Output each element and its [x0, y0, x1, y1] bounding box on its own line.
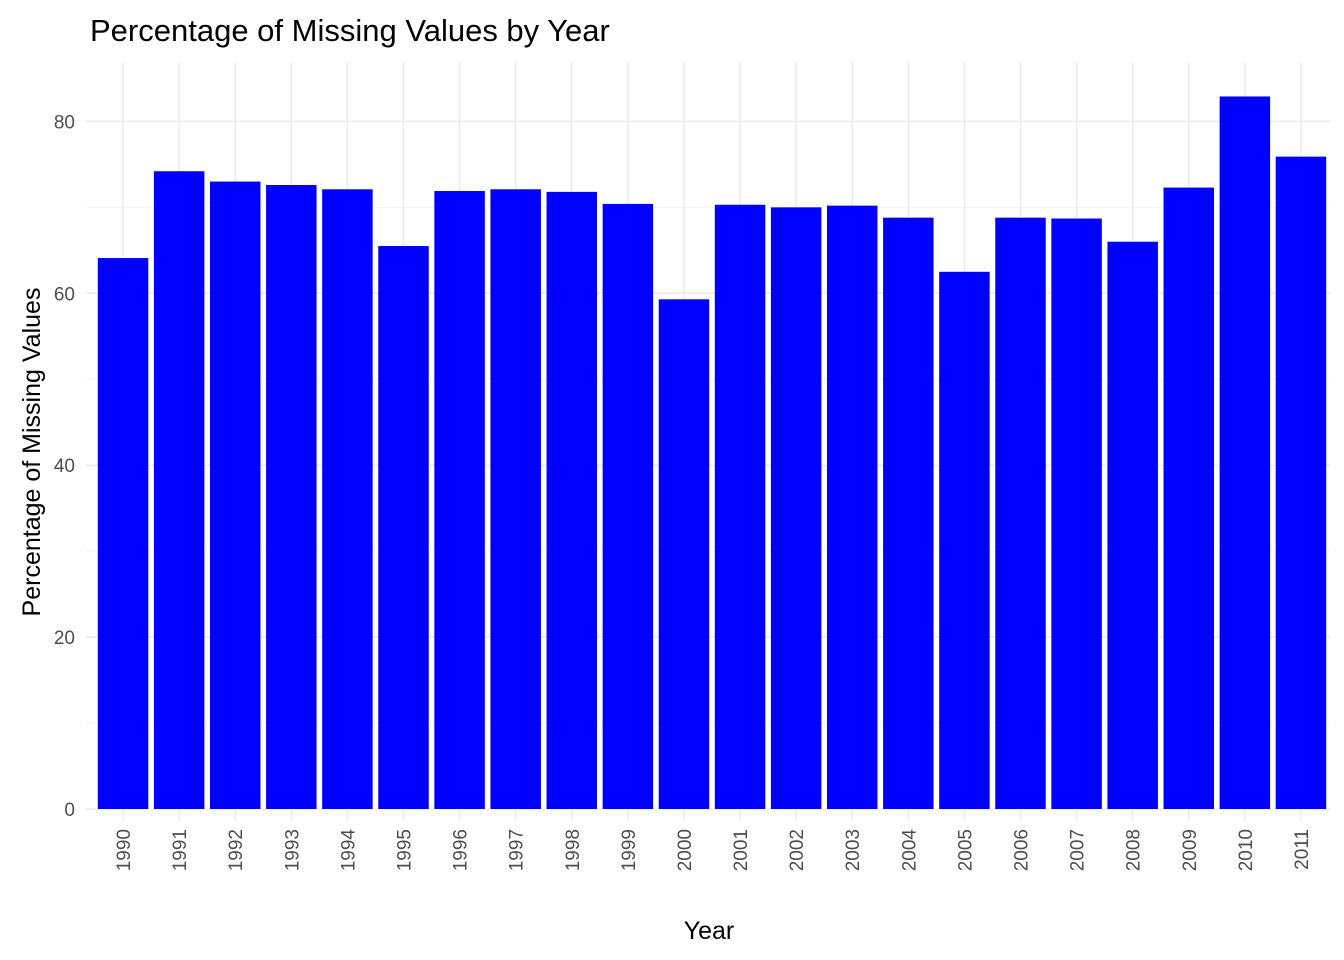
x-tick-label: 1990 — [114, 829, 135, 871]
x-tick-label: 2000 — [675, 829, 696, 871]
x-tick-label: 1999 — [619, 829, 640, 871]
bar-1993 — [266, 185, 317, 810]
x-tick-label: 1996 — [451, 829, 472, 871]
x-tick-label: 2008 — [1124, 829, 1145, 871]
x-tick-label: 2003 — [843, 829, 864, 871]
chart-title: Percentage of Missing Values by Year — [90, 13, 610, 48]
bar-2004 — [883, 217, 934, 809]
x-tick-label: 2005 — [955, 829, 976, 871]
bar-1995 — [378, 246, 429, 810]
x-tick-label: 2004 — [899, 829, 920, 872]
y-axis-ticks: 0 20 40 60 80 — [54, 112, 75, 821]
x-tick-label: 2002 — [787, 829, 808, 871]
y-tick-label: 20 — [54, 628, 75, 649]
y-tick-label: 60 — [54, 284, 75, 305]
x-tick-label: 1992 — [226, 829, 247, 871]
bar-1991 — [153, 171, 205, 810]
y-tick-label: 40 — [54, 456, 75, 477]
bar-2009 — [1163, 187, 1215, 810]
bar-1994 — [322, 189, 373, 809]
bar-2003 — [826, 205, 878, 810]
bar-1998 — [546, 191, 598, 809]
x-tick-label: 1995 — [395, 829, 416, 871]
bar-2010 — [1219, 96, 1271, 810]
bar-2011 — [1275, 156, 1327, 809]
bar-1992 — [209, 181, 261, 809]
bar-2001 — [714, 204, 766, 810]
bar-1997 — [490, 189, 541, 809]
x-tick-label: 1997 — [507, 829, 528, 871]
bar-2006 — [995, 217, 1046, 809]
x-tick-label: 1991 — [170, 829, 191, 871]
bar-1999 — [602, 203, 654, 810]
x-tick-label: 1994 — [338, 829, 359, 872]
bar-2005 — [939, 271, 990, 809]
bar-1990 — [97, 258, 149, 809]
x-axis-ticks: 1990 1991 1992 1993 1994 1995 1996 1997 1998 1999… — [114, 829, 1313, 872]
y-tick-label: 80 — [54, 112, 75, 133]
x-tick-label: 2001 — [731, 829, 752, 871]
bar-1996 — [434, 191, 485, 809]
x-axis-title: Year — [684, 917, 735, 945]
bar-2000 — [658, 299, 710, 809]
bar-2002 — [770, 207, 822, 810]
bars — [97, 96, 1327, 810]
x-tick-label: 1998 — [563, 829, 584, 871]
y-axis-title: Percentage of Missing Values — [18, 288, 46, 617]
x-tick-label: 2010 — [1236, 829, 1257, 871]
bar-2008 — [1107, 241, 1158, 810]
y-tick-label: 0 — [64, 800, 75, 821]
x-tick-label: 2011 — [1292, 829, 1313, 870]
x-tick-label: 2009 — [1180, 829, 1201, 871]
x-tick-label: 1993 — [282, 829, 303, 871]
x-tick-label: 2006 — [1012, 829, 1033, 871]
x-tick-label: 2007 — [1068, 829, 1089, 871]
bar-2007 — [1051, 218, 1102, 809]
